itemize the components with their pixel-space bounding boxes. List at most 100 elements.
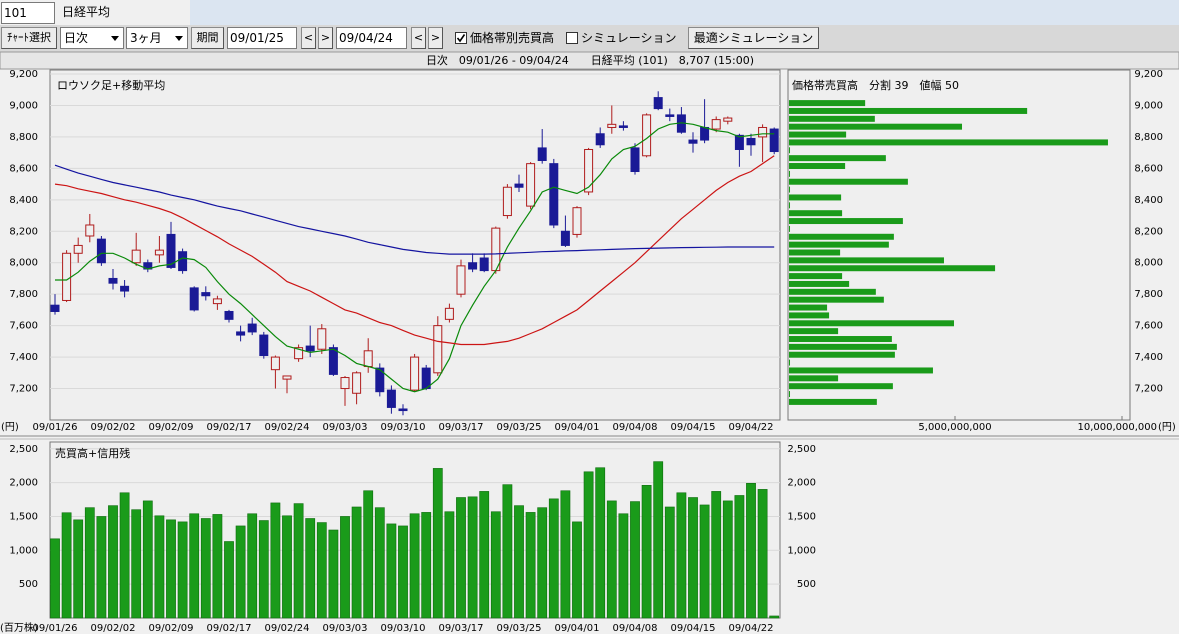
band-bar (789, 336, 892, 342)
code-input[interactable]: 101 (1, 2, 55, 24)
y-tick-label: 8,600 (9, 163, 38, 174)
volume-bar (96, 516, 107, 619)
band-bar (789, 233, 894, 240)
next-button[interactable]: > (428, 27, 443, 49)
x-tick-label: 09/03/03 (323, 422, 368, 433)
candle-body (317, 328, 327, 350)
candle-body (723, 117, 733, 122)
simulation-checkbox[interactable] (566, 32, 578, 44)
y-tick-label: 9,200 (1134, 69, 1163, 80)
volume-bar (224, 541, 234, 619)
x-tick-label: 09/03/25 (497, 422, 542, 433)
candle-body (96, 238, 106, 264)
volume-bar (154, 515, 165, 619)
volume-bar (583, 471, 594, 619)
candle-body (73, 244, 83, 254)
band-bar (789, 351, 895, 358)
x-tick-label: 09/02/24 (265, 623, 310, 634)
candle-body (526, 163, 536, 207)
candle-body (479, 257, 489, 272)
volume-bar (351, 506, 362, 619)
band-bar (789, 155, 886, 162)
next-button[interactable]: > (318, 27, 333, 49)
candle-body (282, 375, 292, 380)
volume-bar (84, 507, 95, 619)
unit-label: (百万株) (0, 621, 38, 634)
band-bar (789, 265, 996, 272)
y-tick-label: 8,000 (1134, 258, 1163, 269)
y-tick-label: 8,800 (9, 132, 38, 143)
y-tick-label: 2,500 (9, 444, 38, 455)
x-tick-label: 09/03/17 (439, 623, 484, 634)
band-bar (789, 288, 876, 295)
y-tick-label: 7,800 (1134, 289, 1163, 300)
volume-bar (212, 514, 223, 619)
band-bar (789, 249, 841, 256)
y-tick-label: 2,000 (787, 478, 816, 489)
x-tick-label: 09/04/22 (729, 623, 774, 634)
volume-bar (421, 512, 432, 619)
volume-bar (757, 489, 768, 619)
band-bar (789, 296, 884, 303)
period-button[interactable]: 期間 (191, 27, 224, 49)
x-tick-label: 09/02/09 (149, 623, 194, 634)
optimal-simulation-button[interactable]: 最適シミュレーション (688, 27, 819, 49)
moving-average-line (54, 164, 775, 255)
volume-bar (374, 507, 385, 619)
candle-body (120, 285, 130, 292)
band-bar (789, 367, 933, 374)
candle-body (711, 119, 721, 130)
interval-select[interactable]: 日次 (60, 27, 124, 49)
x-tick-label: 09/03/17 (439, 422, 484, 433)
volume-bar (444, 511, 455, 619)
volume-bar (537, 507, 548, 619)
candle-body (259, 334, 269, 357)
y-tick-label: 500 (19, 579, 38, 590)
x-tick-label: 09/04/08 (613, 623, 658, 634)
y-tick-label: 7,600 (1134, 321, 1163, 332)
candle-body (665, 114, 675, 117)
volume-bar (142, 500, 153, 619)
candle-body (769, 128, 779, 153)
band-bar (789, 280, 850, 287)
band-bar (789, 391, 791, 398)
candle-body (618, 125, 628, 128)
price-volume-checkbox[interactable] (455, 32, 467, 44)
band-bar (789, 375, 839, 382)
volume-bar (282, 515, 292, 619)
candle-body (178, 251, 188, 272)
simulation-label[interactable]: シミュレーション (581, 31, 677, 45)
candle-body (363, 350, 373, 368)
chart-select-button[interactable]: ﾁｬｰﾄ選択 (1, 27, 57, 49)
check-mark (456, 34, 466, 43)
prev-button[interactable]: < (301, 27, 316, 49)
x-tick-label: 09/02/02 (91, 623, 136, 634)
moving-average-line (54, 155, 775, 346)
price-volume-label[interactable]: 価格帯別売買高 (470, 31, 555, 45)
candle-body (410, 356, 420, 391)
x-tick-label: 09/03/10 (381, 422, 426, 433)
candle-body (294, 347, 304, 360)
span-select[interactable]: 3ヶ月 (126, 27, 188, 49)
volume-bar (595, 467, 606, 619)
header-bar (0, 51, 1179, 70)
volume-bar (711, 491, 722, 619)
start-date-input[interactable]: 09/01/25 (227, 27, 297, 49)
x-tick-label: 09/04/15 (671, 623, 716, 634)
candle-body (734, 134, 744, 150)
y-tick-label: 7,200 (1134, 384, 1163, 395)
candle-body (224, 310, 234, 320)
band-bar (789, 320, 954, 327)
end-date-input[interactable]: 09/04/24 (336, 27, 407, 49)
candle-body (688, 139, 698, 144)
candle-body (584, 148, 594, 193)
volume-bar (467, 496, 478, 619)
band-bar (789, 131, 847, 138)
check-path (456, 34, 466, 43)
prev-button[interactable]: < (411, 27, 426, 49)
band-bar (789, 115, 875, 122)
candle-body (642, 114, 652, 157)
candle-body (630, 147, 640, 173)
x-tick-label: 09/03/03 (323, 623, 368, 634)
unit-label: (円) (1, 422, 19, 433)
